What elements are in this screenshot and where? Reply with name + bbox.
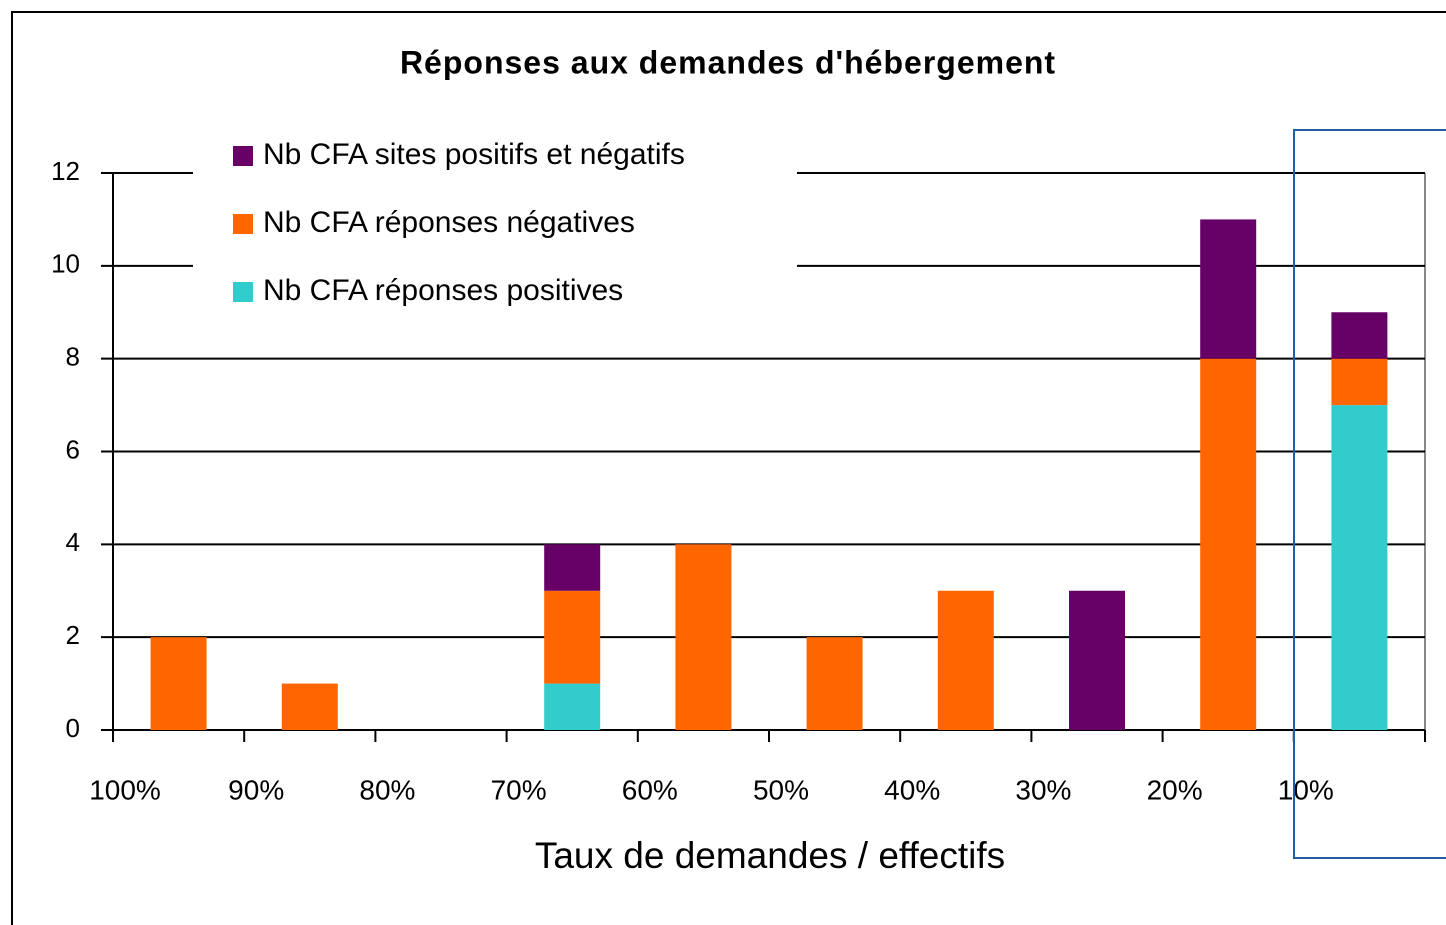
- frame: [11, 11, 1446, 925]
- bar: [281, 683, 338, 730]
- legend-box: [193, 138, 797, 270]
- y-tick-label: 12: [51, 156, 80, 186]
- x-axis-label: Taux de demandes / effectifs: [535, 835, 1005, 876]
- x-tick-label: 20%: [1147, 774, 1203, 805]
- bar: [150, 637, 207, 730]
- y-tick-label: 8: [66, 342, 80, 372]
- x-tick-label: 10%: [1278, 774, 1334, 805]
- bar: [1200, 358, 1257, 730]
- y-tick-label: 6: [66, 434, 80, 464]
- x-tick-label: 50%: [753, 774, 809, 805]
- bar: [544, 590, 601, 684]
- y-tick-label: 4: [66, 527, 80, 557]
- bar: [1069, 590, 1125, 730]
- bar: [1331, 312, 1388, 359]
- bar: [937, 590, 994, 730]
- x-tick-label: 80%: [359, 774, 415, 805]
- bar: [1331, 405, 1388, 730]
- selection-box: [1293, 129, 1446, 859]
- y-tick-label: 10: [51, 249, 80, 279]
- bar: [806, 637, 863, 730]
- bar: [1331, 358, 1388, 406]
- legend-label: Nb CFA réponses négatives: [263, 206, 635, 239]
- y-tick-label: 0: [66, 713, 80, 743]
- legend-swatch: [233, 146, 253, 166]
- legend-label: Nb CFA réponses positives: [263, 274, 623, 307]
- legend-swatch: [233, 214, 253, 234]
- bar: [544, 683, 601, 730]
- legend-label: Nb CFA sites positifs et négatifs: [263, 138, 685, 171]
- x-tick-label: 100%: [89, 774, 161, 805]
- x-tick-label: 70%: [491, 774, 547, 805]
- x-tick-label: 90%: [228, 774, 284, 805]
- x-tick-label: 40%: [884, 774, 940, 805]
- chart-title: Réponses aux demandes d'hébergement: [400, 44, 1056, 80]
- y-tick-label: 2: [66, 620, 80, 650]
- x-tick-label: 30%: [1015, 774, 1071, 805]
- x-tick-label: 60%: [622, 774, 678, 805]
- bar: [1200, 219, 1257, 359]
- bar: [675, 544, 732, 730]
- legend-swatch: [233, 282, 253, 302]
- bar: [544, 544, 601, 591]
